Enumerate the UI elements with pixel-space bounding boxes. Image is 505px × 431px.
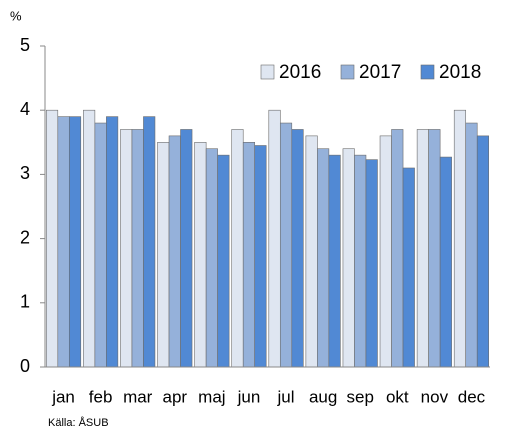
bar xyxy=(328,154,341,368)
bar xyxy=(217,154,230,368)
x-tick-label: dec xyxy=(458,387,486,406)
bar xyxy=(45,109,59,368)
bar xyxy=(279,122,293,368)
x-tick-label: mar xyxy=(123,387,153,406)
source: Källa: ÅSUB xyxy=(48,416,109,429)
y-tick-label: 0 xyxy=(20,356,30,376)
bar xyxy=(57,116,70,368)
x-tick-label: aug xyxy=(309,387,337,406)
bar xyxy=(180,129,193,368)
bar xyxy=(416,129,429,368)
legend-label: 2017 xyxy=(359,62,401,83)
bar xyxy=(439,156,452,368)
bar xyxy=(83,109,96,368)
bar xyxy=(168,135,181,368)
bar xyxy=(68,116,82,368)
bar xyxy=(143,116,156,368)
y-axis-label: % xyxy=(10,8,22,23)
bar xyxy=(354,154,367,368)
legend-swatch xyxy=(260,64,275,80)
bar xyxy=(120,129,133,368)
x-tick-label: jan xyxy=(51,387,75,406)
bar xyxy=(391,129,404,368)
bar xyxy=(131,129,144,368)
y-tick-label: 3 xyxy=(20,163,30,183)
legend-swatch xyxy=(340,64,355,80)
bar xyxy=(342,148,355,368)
bar xyxy=(379,135,392,368)
bar xyxy=(291,129,304,368)
bar xyxy=(453,109,467,368)
y-tick-label: 2 xyxy=(20,227,30,247)
bar xyxy=(157,142,170,368)
y-tick-label: 1 xyxy=(20,292,30,312)
y-tick-label: 4 xyxy=(20,99,30,119)
bar xyxy=(268,109,281,368)
x-tick-label: okt xyxy=(386,387,409,406)
bar xyxy=(94,122,107,368)
legend-label: 2016 xyxy=(279,62,321,83)
bar xyxy=(106,116,119,368)
x-tick-label: maj xyxy=(198,387,225,406)
x-tick-label: feb xyxy=(89,387,113,406)
x-tick-label: sep xyxy=(346,387,373,406)
bar xyxy=(205,148,218,368)
legend-label: 2018 xyxy=(439,62,481,83)
bar xyxy=(402,167,415,368)
x-tick-label: apr xyxy=(163,387,188,406)
bar xyxy=(194,142,207,368)
bar xyxy=(305,135,318,368)
bar xyxy=(428,129,441,368)
x-tick-label: jul xyxy=(277,387,295,406)
legend-swatch xyxy=(420,64,435,80)
bar xyxy=(317,148,330,368)
x-tick-label: nov xyxy=(421,387,449,406)
bar xyxy=(465,122,478,368)
x-tick-label: jun xyxy=(237,387,261,406)
bar xyxy=(242,142,256,368)
bar xyxy=(254,145,267,368)
bar xyxy=(231,129,244,368)
y-tick-label: 5 xyxy=(20,35,30,55)
bar xyxy=(365,159,378,368)
bar xyxy=(476,135,490,368)
